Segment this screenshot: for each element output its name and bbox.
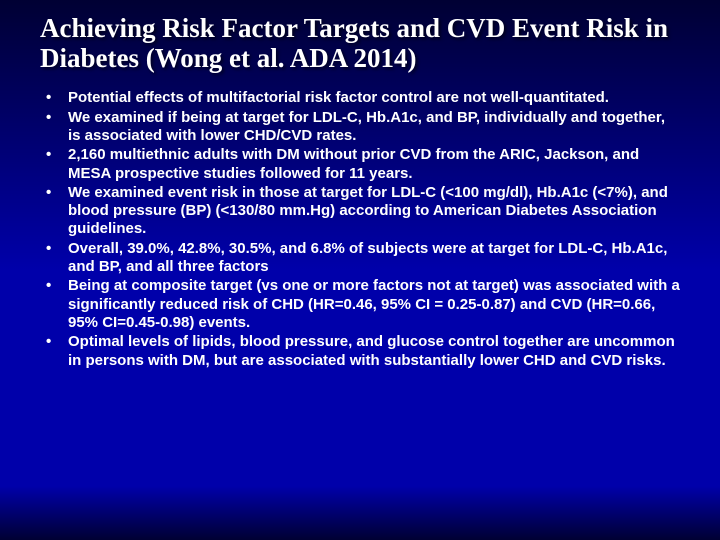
list-item: We examined event risk in those at targe… (40, 184, 680, 239)
bullet-list: Potential effects of multifactorial risk… (40, 89, 680, 369)
list-item: Potential effects of multifactorial risk… (40, 89, 680, 107)
slide-title: Achieving Risk Factor Targets and CVD Ev… (40, 14, 680, 73)
list-item: Being at composite target (vs one or mor… (40, 277, 680, 332)
list-item: 2,160 multiethnic adults with DM without… (40, 146, 680, 183)
slide: Achieving Risk Factor Targets and CVD Ev… (0, 0, 720, 540)
list-item: We examined if being at target for LDL-C… (40, 109, 680, 146)
list-item: Optimal levels of lipids, blood pressure… (40, 333, 680, 370)
list-item: Overall, 39.0%, 42.8%, 30.5%, and 6.8% o… (40, 240, 680, 277)
